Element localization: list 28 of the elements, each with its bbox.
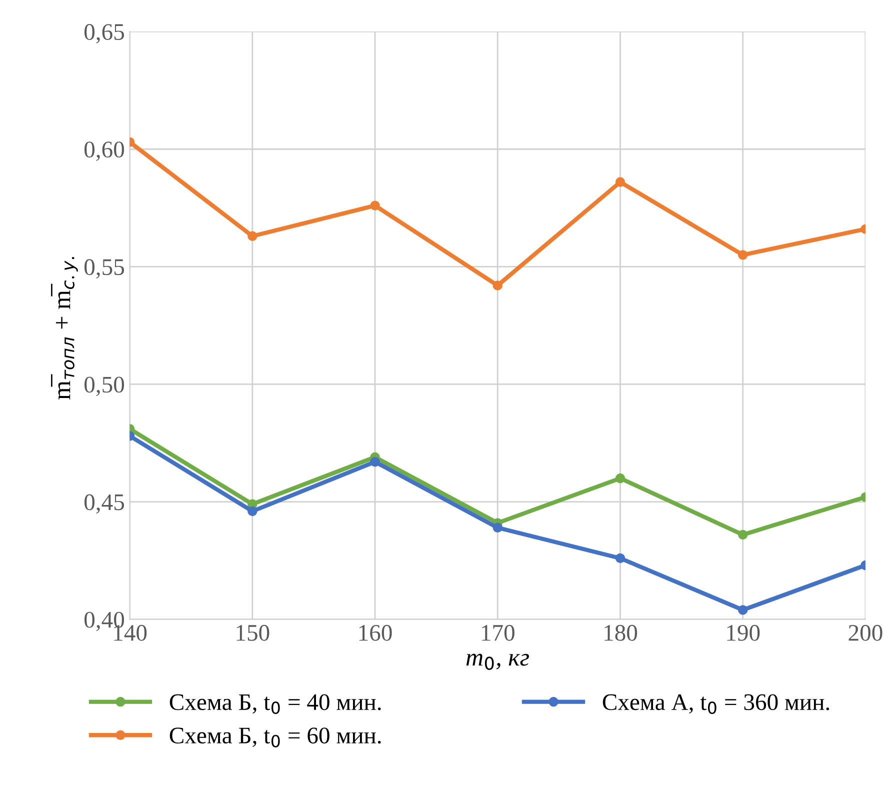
point (248, 506, 258, 516)
point (738, 530, 748, 540)
y-tick-label: 0,50 (84, 376, 124, 396)
y-tick-label: 0,55 (84, 259, 124, 279)
point (738, 605, 748, 615)
point (492, 280, 502, 290)
point (615, 553, 626, 564)
point (492, 522, 502, 533)
point (370, 456, 380, 467)
x-tick-label: 200 (848, 624, 882, 641)
point (615, 177, 626, 187)
y-tick-label: 0,45 (84, 494, 124, 514)
x-tick-label: 170 (482, 624, 514, 641)
x-tick-label: 160 (359, 624, 392, 641)
point (738, 250, 748, 260)
y-tick-label: 0,65 (84, 24, 124, 44)
point (370, 200, 380, 210)
y-axis-title: m̅$_{топл}$ + m̅$_{с.у.}$ (51, 257, 78, 400)
point (248, 231, 258, 241)
legend-label: Схема Б, t$_{0}$ = 40 мин. (170, 694, 381, 714)
legend-label: Схема Б, t$_{0}$ = 60 мин. (170, 728, 381, 748)
x-axis-title: m$_{0}$, кг (466, 654, 529, 670)
x-tick-label: 180 (604, 624, 638, 641)
x-tick-label: 150 (236, 624, 270, 641)
legend-label: Схема А, t$_{0}$ = 360 мин. (602, 694, 830, 714)
y-tick-label: 0,60 (84, 142, 124, 161)
x-tick-label: 190 (727, 624, 760, 641)
point (615, 473, 626, 484)
